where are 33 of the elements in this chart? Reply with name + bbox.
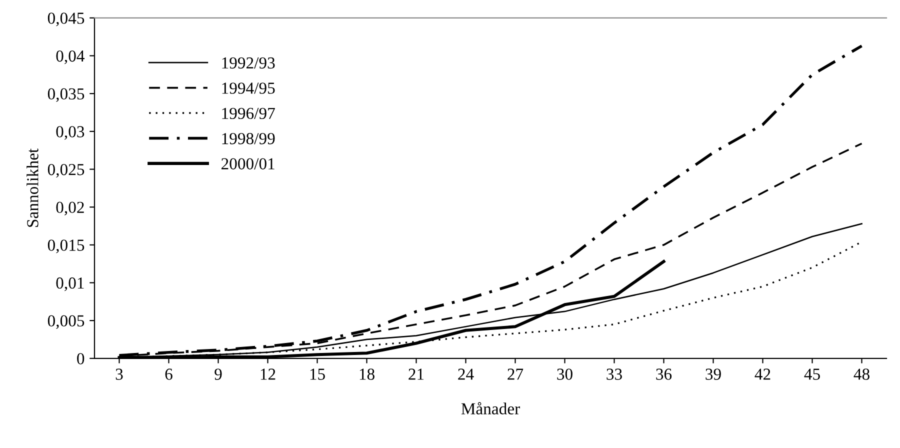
y-axis-title: Sannolikhet	[26, 148, 38, 227]
legend-label: 1992/93	[222, 57, 275, 69]
x-tick-label: 27	[508, 368, 524, 380]
y-tick-label: 0,04	[56, 50, 85, 64]
x-tick-label: 9	[214, 368, 222, 380]
y-tick-label: 0,01	[56, 277, 84, 292]
x-tick-label: 24	[458, 368, 474, 380]
y-tick-label: 0,015	[48, 240, 84, 254]
x-tick-label: 12	[260, 368, 276, 380]
legend-label: 1994/95	[222, 82, 275, 94]
x-tick-label: 30	[557, 368, 572, 380]
y-tick-label: 0,02	[56, 202, 84, 216]
legend-label: 1998/99	[222, 132, 275, 144]
x-tick-label: 45	[804, 368, 820, 380]
x-tick-label: 21	[408, 368, 424, 380]
legend-label: 2000/01	[222, 158, 274, 170]
x-tick-label: 3	[116, 368, 123, 380]
y-tick-label: 0,025	[48, 164, 84, 178]
x-tick-label: 48	[854, 368, 870, 380]
y-tick-label: 0	[77, 353, 84, 364]
x-tick-label: 39	[706, 368, 721, 380]
x-tick-label: 42	[754, 368, 770, 380]
x-tick-label: 36	[656, 368, 672, 380]
y-tick-label: 0,005	[48, 315, 84, 329]
x-tick-label: 6	[165, 368, 172, 380]
x-tick-label: 33	[606, 368, 622, 380]
legend-label: 1996/97	[222, 108, 275, 120]
y-tick-label: 0,035	[48, 88, 84, 102]
y-tick-label: 0,03	[56, 126, 84, 140]
x-tick-label: 18	[360, 368, 374, 380]
x-tick-label: 15	[310, 368, 325, 380]
x-axis-title: Månader	[461, 402, 520, 414]
y-tick-label: 0,045	[48, 12, 84, 26]
